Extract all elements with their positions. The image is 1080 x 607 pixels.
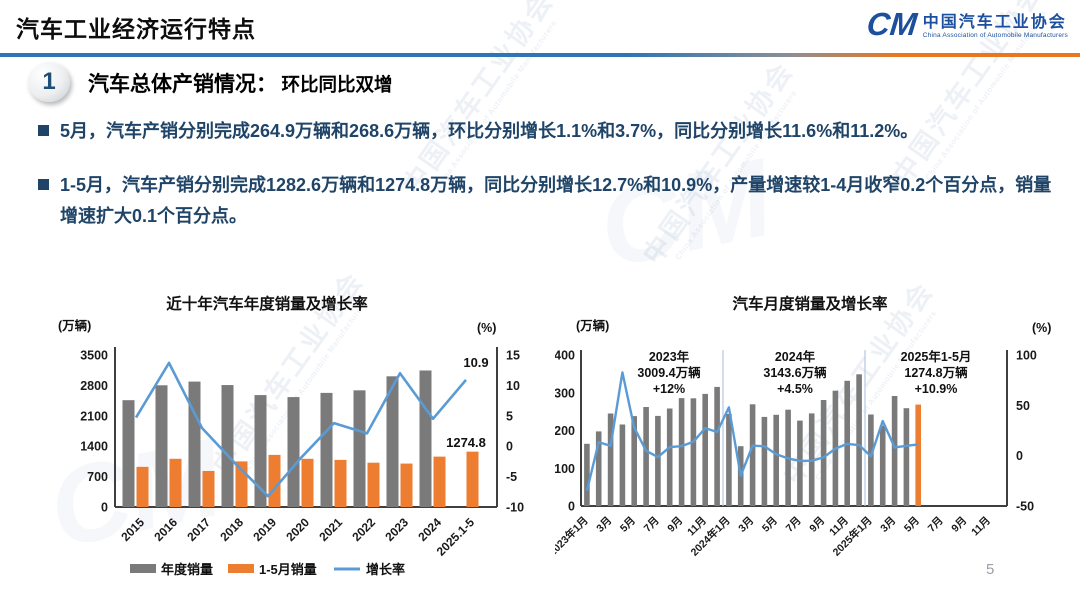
growth-line xyxy=(134,361,467,498)
caam-logo-mark-icon: CM xyxy=(865,5,919,42)
left-axis-unit: (万辆) xyxy=(576,318,609,333)
svg-text:-50: -50 xyxy=(1016,500,1034,514)
logo-name-en: China Association of Automobile Manufact… xyxy=(922,32,1068,39)
svg-text:7月: 7月 xyxy=(784,515,804,535)
annual-sales-chart: 近十年汽车年度销量及增长率 (万辆) (%) 0 700 1400 2100 2800 3500… xyxy=(30,285,535,600)
bullet-item: 5月，汽车产销分别完成264.9万辆和268.6万辆，环比分别增长1.1%和3.… xyxy=(38,116,1052,147)
svg-text:3500: 3500 xyxy=(80,349,108,363)
year-annotation: 3009.4万辆 xyxy=(637,365,701,380)
page-title: 汽车工业经济运行特点 xyxy=(16,16,256,42)
svg-text:2023: 2023 xyxy=(382,515,411,544)
annual-bars-orange xyxy=(136,451,479,507)
svg-text:300: 300 xyxy=(555,386,575,400)
svg-text:-10: -10 xyxy=(506,501,524,515)
svg-text:7月: 7月 xyxy=(642,515,662,535)
last-bar-label: 1274.8 xyxy=(446,435,486,450)
svg-text:2023年1月: 2023年1月 xyxy=(555,514,591,559)
year-annotation: +12% xyxy=(653,382,685,396)
section-heading: 汽车总体产销情况： 环比同比双增 xyxy=(88,68,392,98)
svg-text:0: 0 xyxy=(506,440,513,454)
svg-text:2020: 2020 xyxy=(283,515,312,544)
line-end-label: 10.9 xyxy=(463,355,488,370)
svg-text:1-5月销量: 1-5月销量 xyxy=(259,562,317,577)
svg-text:100: 100 xyxy=(555,462,575,476)
svg-text:9月: 9月 xyxy=(665,515,685,535)
chart-title: 汽车月度销量及增长率 xyxy=(732,294,888,313)
right-axis-unit: (%) xyxy=(1032,321,1051,335)
svg-text:1400: 1400 xyxy=(80,440,108,454)
bullet-list: 5月，汽车产销分别完成264.9万辆和268.6万辆，环比分别增长1.1%和3.… xyxy=(38,116,1052,255)
year-annotation: 2023年 xyxy=(649,349,690,364)
year-annotation: 2025年1-5月 xyxy=(901,349,972,364)
section-number-badge: 1 xyxy=(28,62,70,102)
svg-text:2015: 2015 xyxy=(118,515,147,544)
annual-sales-chart-svg: 近十年汽车年度销量及增长率 (万辆) (%) 0 700 1400 2100 2800 3500… xyxy=(58,294,524,577)
page-number: 5 xyxy=(986,561,995,578)
svg-text:2021: 2021 xyxy=(316,515,345,544)
svg-text:5月: 5月 xyxy=(618,515,638,535)
svg-text:2019: 2019 xyxy=(250,515,279,544)
svg-text:2800: 2800 xyxy=(80,379,108,393)
year-annotation: +10.9% xyxy=(915,382,958,396)
section-subtitle: 环比同比双增 xyxy=(281,74,393,95)
year-annotation: +4.5% xyxy=(777,382,813,396)
svg-text:2018: 2018 xyxy=(217,515,246,544)
svg-text:50: 50 xyxy=(1016,399,1030,413)
svg-text:3月: 3月 xyxy=(594,515,614,535)
header-divider xyxy=(0,53,1080,57)
bullet-text: 5月，汽车产销分别完成264.9万辆和268.6万辆，环比分别增长1.1%和3.… xyxy=(60,121,919,141)
svg-text:2100: 2100 xyxy=(80,409,108,423)
year-annotation: 2024年 xyxy=(775,349,816,364)
bullet-square-icon xyxy=(38,125,49,136)
left-axis-unit: (万辆) xyxy=(58,318,91,333)
right-axis-unit: (%) xyxy=(477,321,496,335)
chart-title: 近十年汽车年度销量及增长率 xyxy=(166,294,368,313)
year-annotation: 1274.8万辆 xyxy=(904,365,968,380)
svg-text:700: 700 xyxy=(87,470,108,484)
svg-text:2016: 2016 xyxy=(151,515,180,544)
annual-bars-gray xyxy=(122,370,432,507)
logo-name-cn: 中国汽车工业协会 xyxy=(922,14,1067,31)
svg-text:9月: 9月 xyxy=(949,515,969,535)
year-annotation: 3143.6万辆 xyxy=(763,365,827,380)
svg-text:0: 0 xyxy=(101,501,108,515)
svg-text:5月: 5月 xyxy=(902,515,922,535)
svg-text:3月: 3月 xyxy=(736,515,756,535)
caam-logo: CM 中国汽车工业协会 China Association of Automob… xyxy=(865,5,1068,42)
bullet-item: 1-5月，汽车产销分别完成1282.6万辆和1274.8万辆，同比分别增长12.… xyxy=(38,170,1052,232)
svg-text:200: 200 xyxy=(555,424,575,438)
svg-text:100: 100 xyxy=(1016,349,1037,363)
bullet-square-icon xyxy=(38,179,49,190)
monthly-sales-chart: 汽车月度销量及增长率 (万辆) (%) 0 100 200 300 400 -50 0 50 100 2… xyxy=(546,285,1080,600)
svg-text:10: 10 xyxy=(506,379,520,393)
svg-text:9月: 9月 xyxy=(807,515,827,535)
monthly-sales-chart-svg: 汽车月度销量及增长率 (万辆) (%) 0 100 200 300 400 -50 0 50 100 2… xyxy=(546,294,1052,559)
svg-text:增长率: 增长率 xyxy=(366,562,405,577)
svg-text:5月: 5月 xyxy=(760,515,780,535)
svg-text:年度销量: 年度销量 xyxy=(161,562,213,577)
svg-text:3月: 3月 xyxy=(878,515,898,535)
svg-text:7月: 7月 xyxy=(926,515,946,535)
svg-text:2022: 2022 xyxy=(349,515,378,544)
svg-text:400: 400 xyxy=(555,349,575,363)
growth-line xyxy=(585,371,919,492)
svg-text:0: 0 xyxy=(568,500,575,514)
svg-text:2024: 2024 xyxy=(415,515,444,544)
bullet-text: 1-5月，汽车产销分别完成1282.6万辆和1274.8万辆，同比分别增长12.… xyxy=(60,175,1052,226)
svg-text:5: 5 xyxy=(506,409,513,423)
svg-text:0: 0 xyxy=(1016,449,1023,463)
legend: 年度销量 1-5月销量 增长率 xyxy=(130,562,405,577)
svg-text:15: 15 xyxy=(506,349,520,363)
svg-text:11月: 11月 xyxy=(969,515,993,539)
section-title: 汽车总体产销情况： xyxy=(88,73,277,96)
monthly-bars xyxy=(584,374,921,506)
svg-text:-5: -5 xyxy=(506,470,517,484)
svg-text:2017: 2017 xyxy=(184,515,213,544)
